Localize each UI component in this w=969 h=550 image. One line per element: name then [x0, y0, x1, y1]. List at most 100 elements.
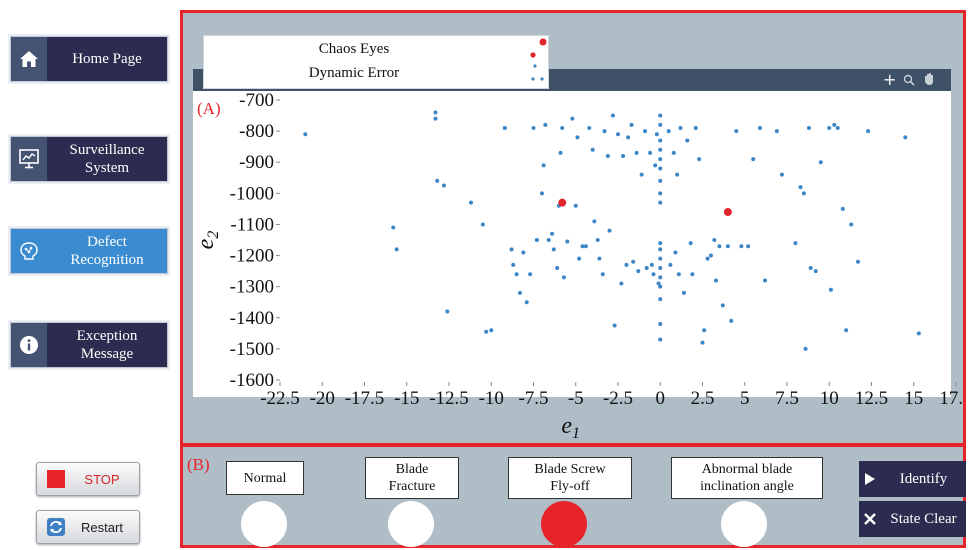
dynamic-error-point: [697, 157, 702, 162]
monitor-chart-icon: [11, 137, 47, 181]
state-blade-screw-line1: Blade Screw: [534, 462, 606, 477]
dynamic-error-point: [643, 129, 648, 134]
dynamic-error-point: [484, 329, 489, 334]
nav-exception-button[interactable]: Exception Message: [10, 322, 168, 368]
dynamic-error-point: [903, 135, 908, 140]
nav-home-button[interactable]: Home Page: [10, 36, 168, 82]
dynamic-error-point: [734, 129, 739, 134]
dynamic-error-point: [565, 239, 570, 244]
y-tick-label: -1600: [230, 370, 274, 391]
panel-a-chart: + Chaos Eyes Dynamic Error (A) -700 -800-…: [180, 10, 966, 446]
state-blade-screw-lamp: [541, 501, 587, 547]
dynamic-error-point: [712, 238, 717, 242]
y-tick-label: -1400: [230, 308, 274, 329]
dynamic-error-point: [597, 256, 602, 261]
dynamic-error-point: [621, 154, 626, 158]
dynamic-error-point: [648, 150, 653, 155]
dynamic-error-point: [813, 269, 818, 274]
x-tick-label: -20: [310, 388, 335, 409]
state-abnormal-angle-line2: inclination angle: [700, 479, 794, 494]
nav-exception-label: Exception Message: [47, 323, 167, 367]
dynamic-error-point: [654, 132, 659, 137]
dynamic-error-point: [570, 116, 575, 121]
dynamic-error-point: [555, 266, 560, 270]
dynamic-error-point: [673, 250, 678, 255]
nav-defect-button[interactable]: Defect Recognition: [10, 228, 168, 274]
nav-exception-line1: Exception: [76, 328, 138, 344]
dynamic-error-point: [729, 318, 734, 323]
scatter-chart: -700 -800 -900 -1000 -1100 -1200 -1300 -1400 -15…: [193, 90, 963, 442]
dynamic-error-point: [746, 244, 751, 249]
dynamic-error-point: [702, 328, 707, 333]
dynamic-error-point: [668, 262, 673, 267]
state-clear-button[interactable]: State Clear: [859, 501, 966, 537]
dynamic-error-point: [866, 129, 871, 134]
dynamic-error-point: [658, 113, 663, 118]
dynamic-error-point: [539, 191, 544, 196]
dynamic-error-point: [629, 122, 634, 127]
x-tick-label: -17.5: [345, 388, 385, 409]
dynamic-error-point: [595, 238, 600, 242]
dynamic-error-point: [700, 340, 705, 345]
dynamic-error-point: [639, 172, 644, 177]
restart-label: Restart: [81, 519, 123, 535]
dynamic-error-point: [671, 150, 676, 155]
x-tick-label: -5: [568, 388, 584, 409]
zoom-icon[interactable]: [903, 73, 915, 91]
x-tick-label: -12.5: [429, 388, 469, 409]
y-tick-label: -1500: [230, 339, 274, 360]
close-icon: [859, 512, 881, 526]
y-tick-label: -800: [239, 121, 274, 142]
restart-button[interactable]: Restart: [36, 510, 140, 544]
dynamic-error-point: [658, 297, 663, 302]
pan-hand-icon[interactable]: [923, 72, 935, 91]
dynamic-error-point: [658, 138, 663, 143]
dynamic-error-point: [433, 110, 438, 115]
dynamic-error-point: [757, 126, 762, 130]
chaos-eyes-point: [723, 208, 732, 216]
state-normal-line1: Normal: [243, 470, 287, 486]
dynamic-error-point: [818, 160, 823, 165]
y-tick-label: -1300: [230, 277, 274, 298]
state-abnormal-angle-line1: Abnormal blade: [701, 462, 793, 477]
dynamic-error-point: [658, 322, 663, 326]
dynamic-error-point: [658, 247, 663, 252]
state-blade-fracture-lamp: [388, 501, 434, 547]
y-axis-label: e2: [193, 231, 222, 250]
dynamic-error-point: [509, 247, 514, 252]
dynamic-error-point: [607, 228, 612, 233]
home-icon: [11, 37, 47, 81]
dynamic-error-point: [849, 222, 854, 227]
dynamic-error-point: [725, 244, 730, 249]
legend-dynamic-error-marker: [531, 64, 544, 81]
dynamic-error-point: [658, 200, 663, 205]
stop-button[interactable]: STOP: [36, 462, 140, 496]
dynamic-error-point: [916, 331, 921, 336]
y-tick-label: -900: [239, 152, 274, 173]
dynamic-error-point: [560, 126, 565, 130]
dynamic-error-point: [793, 241, 798, 246]
crosshair-icon[interactable]: +: [883, 70, 897, 89]
dynamic-error-point: [391, 225, 396, 230]
dynamic-error-point: [550, 231, 555, 236]
y-tick-label: -700: [239, 90, 274, 111]
nav-surveillance-button[interactable]: Surveillance System: [10, 136, 168, 182]
x-tick-label: -10: [479, 388, 504, 409]
panel-a-tag: (A): [197, 99, 221, 118]
dynamic-error-point: [658, 256, 663, 261]
state-clear-label: State Clear: [890, 510, 957, 527]
dynamic-error-point: [575, 135, 580, 140]
dynamic-error-point: [844, 328, 849, 333]
dynamic-error-point: [587, 126, 592, 130]
dynamic-error-point: [605, 154, 610, 158]
dynamic-error-point: [612, 323, 617, 328]
dynamic-error-point: [631, 259, 636, 264]
dynamic-error-point: [808, 266, 813, 270]
dynamic-error-point: [551, 247, 556, 252]
dynamic-error-point: [489, 328, 494, 333]
dynamic-error-point: [634, 150, 639, 155]
legend-chaos-eyes-label: Chaos Eyes: [318, 41, 390, 57]
identify-button[interactable]: Identify: [859, 461, 966, 497]
dynamic-error-point: [774, 129, 779, 134]
dynamic-error-point: [658, 157, 663, 162]
